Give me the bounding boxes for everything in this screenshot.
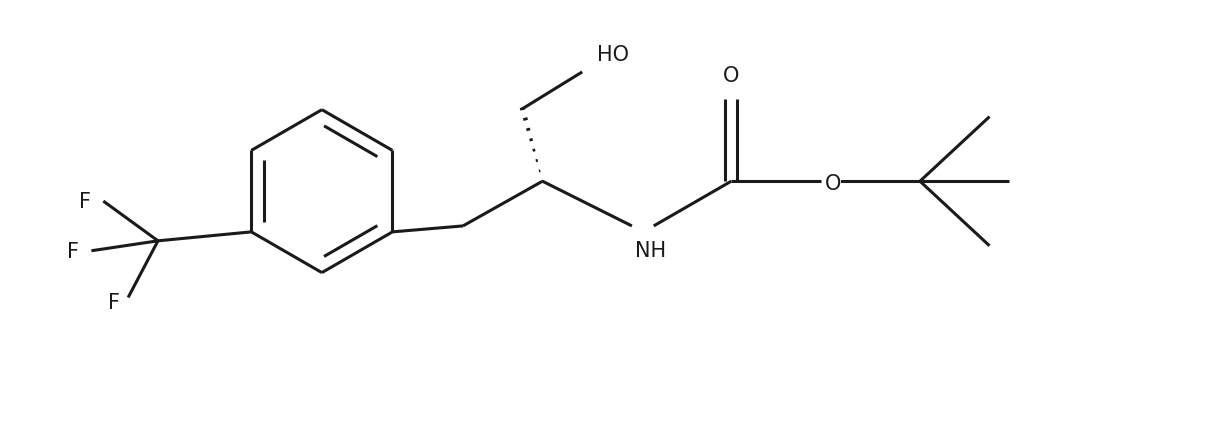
- Text: O: O: [825, 174, 841, 194]
- Text: F: F: [67, 241, 79, 261]
- Text: NH: NH: [635, 240, 666, 260]
- Text: O: O: [723, 66, 739, 86]
- Text: HO: HO: [598, 45, 629, 65]
- Text: F: F: [109, 293, 120, 313]
- Text: F: F: [79, 192, 92, 212]
